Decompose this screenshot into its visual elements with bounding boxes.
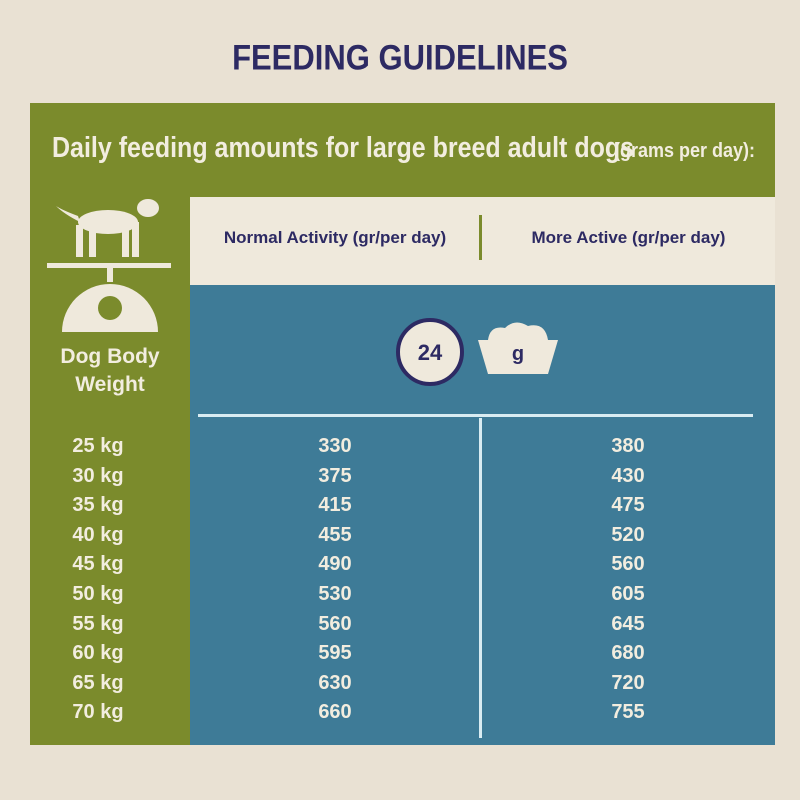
weight-cell: 30 kg: [72, 464, 124, 487]
weight-cell: 25 kg: [72, 435, 124, 457]
clock-icon: [396, 318, 464, 386]
divider: [479, 215, 482, 260]
bowl-icon: [478, 340, 558, 374]
column-header: Normal Activity (gr/per day): [223, 228, 447, 247]
weight-cell: 55 kg: [72, 612, 124, 635]
values-panel: [190, 285, 775, 745]
bowl-label: g: [511, 343, 525, 365]
value-cell: 645: [611, 612, 645, 635]
weight-header: Dog Body Weight: [60, 345, 160, 396]
column-header: More Active (gr/per day): [531, 228, 726, 247]
value-cell: 475: [611, 494, 645, 517]
value-cell: 720: [611, 671, 645, 694]
weight-cell: 70 kg: [72, 701, 124, 724]
value-cell: 455: [318, 523, 352, 546]
divider: [198, 414, 753, 417]
value-cell: 520: [611, 523, 645, 546]
value-cell: 380: [611, 435, 645, 457]
value-cell: 430: [611, 464, 645, 487]
value-cell: 415: [318, 494, 352, 517]
weight-cell: 60 kg: [72, 642, 124, 665]
value-cell: 490: [318, 553, 352, 576]
weight-cell: 65 kg: [72, 671, 124, 694]
value-cell: 680: [611, 642, 645, 665]
weight-cell: 35 kg: [72, 494, 124, 517]
unit-note: (grams per day):: [614, 138, 756, 162]
value-cell: 560: [318, 612, 352, 635]
weight-cell: 40 kg: [72, 523, 124, 546]
header-band: [190, 197, 775, 285]
value-cell: 330: [318, 435, 352, 457]
value-cell: 755: [611, 701, 645, 724]
divider: [479, 418, 482, 738]
value-cell: 375: [318, 464, 352, 487]
value-cell: 630: [318, 671, 352, 694]
value-cell: 560: [611, 553, 645, 576]
bowl-food: [488, 322, 548, 340]
clock-label: 24: [417, 340, 443, 365]
weight-cell: 50 kg: [72, 583, 124, 605]
weight-cell: 45 kg: [72, 553, 124, 576]
value-cell: 605: [611, 583, 645, 605]
scale-dial: [98, 296, 122, 320]
value-cell: 595: [318, 642, 352, 665]
value-cell: 660: [318, 701, 352, 724]
subtitle: Daily feeding amounts for large breed ad…: [52, 131, 635, 165]
value-cell: 530: [318, 583, 352, 605]
title: FEEDING GUIDELINES: [232, 37, 568, 78]
